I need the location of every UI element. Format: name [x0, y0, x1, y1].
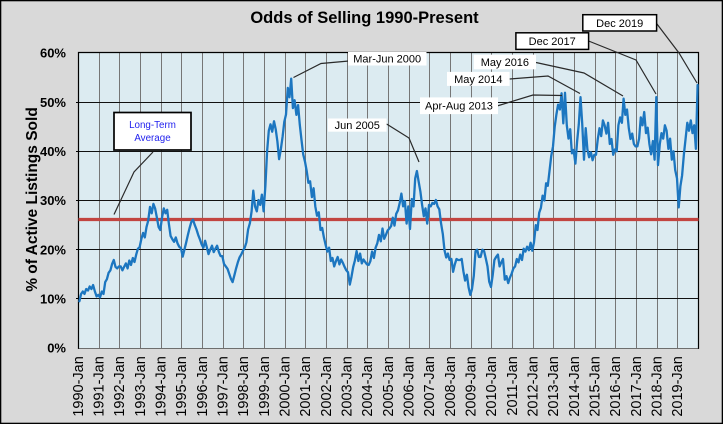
- svg-text:1999-Jan: 1999-Jan: [257, 356, 273, 416]
- svg-text:2010-Jan: 2010-Jan: [484, 356, 500, 416]
- svg-text:May 2016: May 2016: [481, 57, 529, 69]
- svg-text:1994-Jan: 1994-Jan: [154, 356, 170, 416]
- svg-text:2012-Jan: 2012-Jan: [526, 356, 542, 416]
- svg-text:2013-Jan: 2013-Jan: [546, 356, 562, 416]
- svg-text:0%: 0%: [47, 341, 66, 356]
- svg-text:20%: 20%: [40, 242, 66, 257]
- svg-text:10%: 10%: [40, 292, 66, 307]
- svg-text:40%: 40%: [40, 144, 66, 159]
- svg-text:1991-Jan: 1991-Jan: [92, 356, 108, 416]
- svg-text:2018-Jan: 2018-Jan: [650, 356, 666, 416]
- svg-text:2000-Jan: 2000-Jan: [278, 356, 294, 416]
- svg-text:Odds of Selling 1990-Present: Odds of Selling 1990-Present: [250, 9, 479, 27]
- svg-text:1995-Jan: 1995-Jan: [174, 356, 190, 416]
- svg-text:2019-Jan: 2019-Jan: [670, 356, 686, 416]
- svg-text:60%: 60%: [40, 46, 66, 61]
- svg-text:1990-Jan: 1990-Jan: [71, 356, 87, 416]
- svg-text:50%: 50%: [40, 95, 66, 110]
- svg-text:2002-Jan: 2002-Jan: [319, 356, 335, 416]
- svg-text:30%: 30%: [40, 193, 66, 208]
- svg-text:2008-Jan: 2008-Jan: [443, 356, 459, 416]
- svg-text:1993-Jan: 1993-Jan: [133, 356, 149, 416]
- svg-text:Mar-Jun 2000: Mar-Jun 2000: [353, 54, 421, 66]
- svg-text:2015-Jan: 2015-Jan: [588, 356, 604, 416]
- svg-text:Average: Average: [134, 133, 171, 144]
- svg-text:May 2014: May 2014: [454, 74, 502, 86]
- svg-text:2014-Jan: 2014-Jan: [567, 356, 583, 416]
- svg-text:2016-Jan: 2016-Jan: [608, 356, 624, 416]
- svg-text:Dec 2017: Dec 2017: [529, 36, 576, 48]
- svg-text:2017-Jan: 2017-Jan: [629, 356, 645, 416]
- svg-text:1996-Jan: 1996-Jan: [195, 356, 211, 416]
- svg-text:2004-Jan: 2004-Jan: [360, 356, 376, 416]
- svg-text:2006-Jan: 2006-Jan: [402, 356, 418, 416]
- svg-text:2011-Jan: 2011-Jan: [505, 356, 521, 415]
- svg-text:Dec 2019: Dec 2019: [596, 18, 643, 30]
- svg-text:2005-Jan: 2005-Jan: [381, 356, 397, 416]
- svg-text:2007-Jan: 2007-Jan: [422, 356, 438, 416]
- svg-text:1992-Jan: 1992-Jan: [112, 356, 128, 416]
- svg-text:% of Active Listings Sold: % of Active Listings Sold: [24, 107, 41, 292]
- svg-text:Jun 2005: Jun 2005: [335, 120, 380, 132]
- svg-text:2009-Jan: 2009-Jan: [464, 356, 480, 416]
- svg-text:1998-Jan: 1998-Jan: [236, 356, 252, 416]
- svg-text:Apr-Aug 2013: Apr-Aug 2013: [425, 101, 493, 113]
- svg-text:2003-Jan: 2003-Jan: [340, 356, 356, 416]
- svg-text:Long-Term: Long-Term: [129, 120, 176, 131]
- svg-text:2001-Jan: 2001-Jan: [298, 356, 314, 416]
- svg-text:1997-Jan: 1997-Jan: [216, 356, 232, 416]
